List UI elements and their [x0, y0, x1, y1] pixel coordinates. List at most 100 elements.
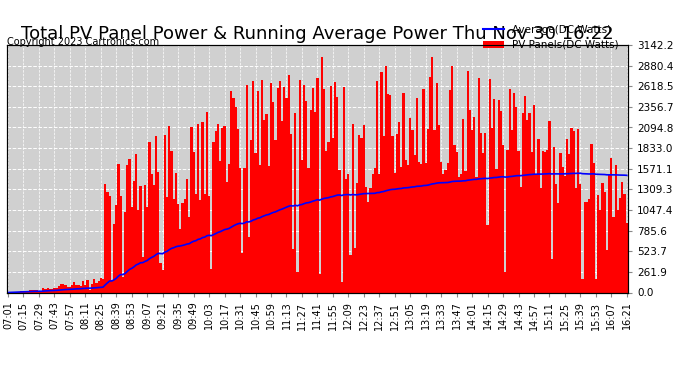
Bar [549, 121, 551, 292]
Bar [562, 167, 564, 292]
Bar [334, 82, 336, 292]
Bar [376, 81, 378, 292]
Bar [100, 278, 102, 292]
Bar [435, 83, 438, 292]
Bar [261, 80, 264, 292]
Bar [275, 140, 277, 292]
Bar [104, 184, 106, 292]
Bar [60, 284, 62, 292]
Bar [591, 144, 593, 292]
Bar [133, 181, 135, 292]
Bar [292, 249, 294, 292]
Bar [586, 202, 588, 292]
Bar [599, 210, 602, 292]
Bar [277, 88, 279, 292]
Bar [462, 119, 464, 292]
Bar [473, 117, 475, 292]
Bar [314, 112, 316, 292]
Bar [22, 291, 25, 292]
Bar [413, 155, 416, 292]
Bar [244, 168, 246, 292]
Bar [122, 277, 124, 292]
Bar [186, 178, 188, 292]
Bar [58, 286, 60, 292]
Bar [213, 142, 215, 292]
Bar [199, 200, 201, 292]
Bar [323, 89, 325, 292]
Bar [504, 272, 506, 292]
Bar [179, 229, 181, 292]
Bar [168, 126, 170, 292]
Bar [40, 291, 42, 292]
Bar [325, 152, 327, 292]
Bar [575, 188, 577, 292]
Bar [268, 166, 270, 292]
Bar [531, 153, 533, 292]
Bar [239, 168, 241, 292]
Bar [62, 284, 64, 292]
Bar [177, 204, 179, 292]
Bar [281, 121, 283, 292]
Bar [80, 286, 82, 292]
Bar [338, 170, 341, 292]
Bar [433, 130, 435, 292]
Bar [482, 153, 484, 292]
Bar [374, 168, 376, 292]
Bar [400, 167, 402, 292]
Bar [497, 100, 500, 292]
Bar [356, 183, 358, 292]
Bar [241, 253, 244, 292]
Bar [455, 152, 457, 292]
Bar [396, 134, 398, 292]
Bar [95, 284, 97, 292]
Bar [84, 285, 86, 292]
Bar [237, 129, 239, 292]
Bar [449, 90, 451, 292]
Bar [341, 282, 343, 292]
Bar [365, 187, 367, 292]
Bar [233, 98, 235, 292]
Bar [440, 162, 442, 292]
Bar [111, 280, 113, 292]
Bar [206, 112, 208, 292]
Bar [380, 72, 382, 292]
Bar [250, 140, 253, 292]
Bar [193, 152, 195, 292]
Bar [248, 237, 250, 292]
Bar [624, 194, 626, 292]
Bar [301, 160, 303, 292]
Bar [77, 285, 80, 292]
Bar [124, 211, 126, 292]
Bar [389, 94, 391, 292]
Bar [522, 113, 524, 292]
Bar [148, 142, 150, 292]
Bar [253, 81, 255, 292]
Bar [228, 164, 230, 292]
Bar [113, 224, 115, 292]
Bar [566, 139, 569, 292]
Bar [551, 259, 553, 292]
Bar [491, 128, 493, 292]
Bar [75, 285, 77, 292]
Title: Total PV Panel Power & Running Average Power Thu Nov 30 16:22: Total PV Panel Power & Running Average P… [21, 26, 613, 44]
Bar [558, 202, 560, 292]
Bar [201, 122, 204, 292]
Bar [533, 105, 535, 292]
Bar [621, 182, 624, 292]
Bar [387, 94, 389, 292]
Bar [354, 248, 356, 292]
Bar [398, 122, 400, 292]
Bar [520, 187, 522, 292]
Bar [330, 86, 332, 292]
Bar [128, 159, 130, 292]
Bar [451, 66, 453, 292]
Bar [402, 93, 405, 292]
Bar [453, 145, 455, 292]
Bar [137, 210, 139, 292]
Bar [144, 184, 146, 292]
Bar [139, 186, 141, 292]
Bar [303, 85, 305, 292]
Bar [166, 197, 168, 292]
Bar [38, 291, 40, 292]
Bar [49, 289, 51, 292]
